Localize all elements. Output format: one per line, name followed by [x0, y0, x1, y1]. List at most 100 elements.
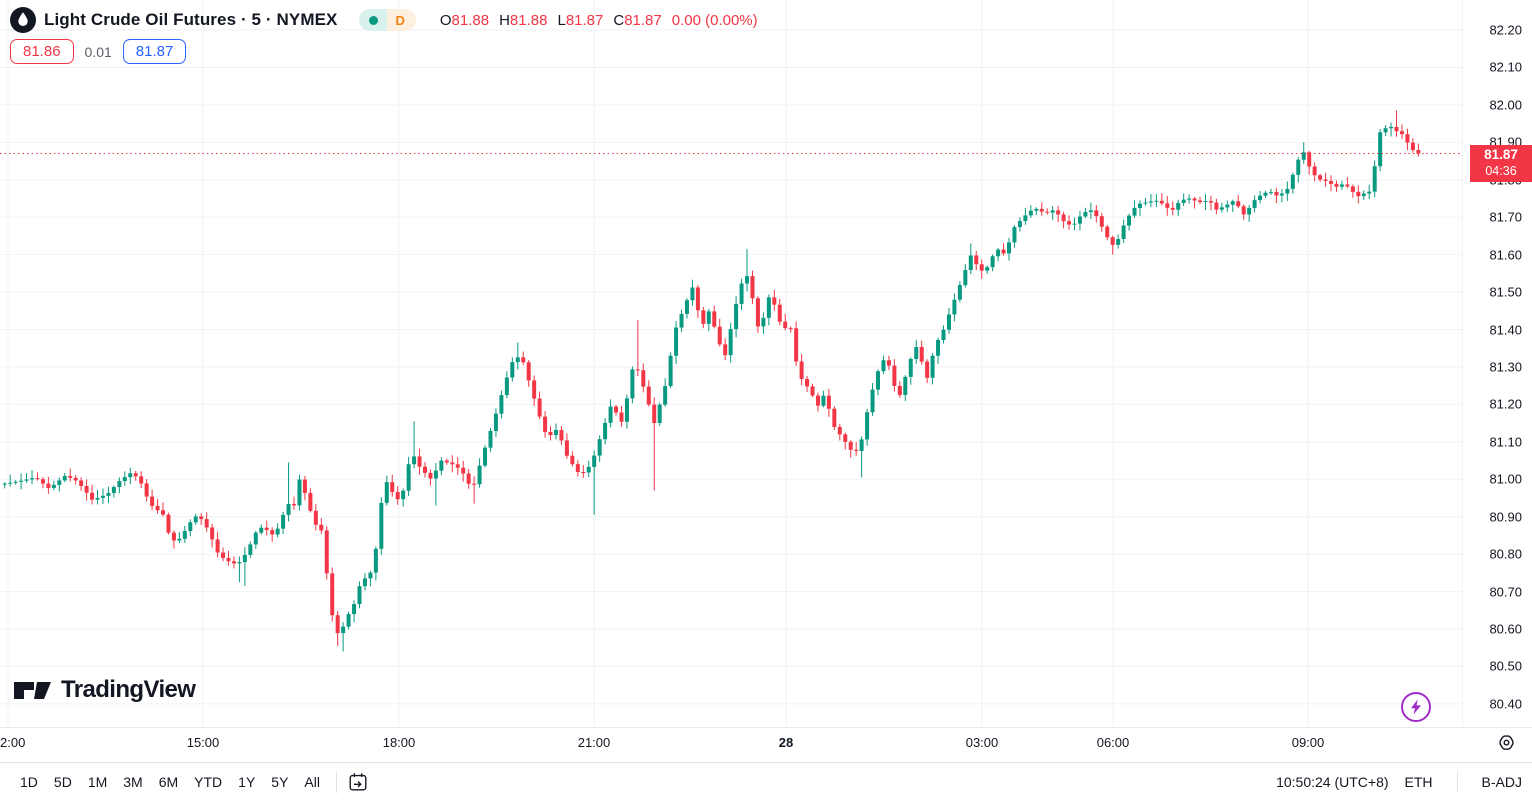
price-axis-label: 80.50	[1489, 658, 1522, 674]
candle	[614, 404, 619, 416]
price-axis-label: 81.70	[1489, 209, 1522, 225]
candle	[1339, 180, 1344, 190]
range-button-6m[interactable]: 6M	[158, 774, 179, 790]
range-button-5d[interactable]: 5D	[53, 774, 72, 790]
buy-price-button[interactable]: 81.87	[122, 39, 187, 64]
sell-price-button[interactable]: 81.86	[10, 39, 74, 64]
quote-row: 81.86 0.01 81.87	[10, 39, 187, 64]
range-button-all[interactable]: All	[304, 774, 320, 790]
go-to-date-button[interactable]	[345, 769, 371, 795]
candle	[79, 477, 84, 491]
candle	[297, 474, 302, 511]
session-toggle[interactable]: ETH	[1404, 774, 1433, 790]
candle	[1329, 175, 1334, 192]
candle	[433, 463, 438, 506]
candle	[1099, 212, 1104, 232]
tradingview-logo-icon	[14, 681, 51, 699]
candle	[335, 610, 340, 646]
candle	[728, 322, 733, 363]
candle	[210, 523, 215, 548]
candle	[1045, 208, 1050, 215]
last-price-value: 81.87	[1484, 147, 1518, 163]
candlestick-chart[interactable]	[0, 0, 1462, 727]
candle	[581, 465, 586, 478]
candle	[193, 513, 198, 525]
clock[interactable]: 10:50:24 (UTC+8)	[1276, 774, 1389, 790]
range-button-1y[interactable]: 1Y	[238, 774, 256, 790]
candle	[161, 502, 166, 517]
flash-boost-button[interactable]	[1401, 692, 1431, 722]
candle	[1345, 177, 1350, 189]
price-axis-label: 80.70	[1489, 584, 1522, 600]
candle	[1416, 143, 1421, 157]
candle	[128, 467, 133, 485]
price-axis[interactable]: 81.87 04:36 82.2082.1082.0081.9081.8081.…	[1462, 0, 1532, 727]
candle	[1372, 160, 1377, 198]
candle	[313, 503, 318, 531]
candle	[35, 472, 40, 481]
candle	[1165, 196, 1170, 216]
interval-badge[interactable]: D	[387, 9, 416, 31]
candle	[1039, 202, 1044, 216]
candle	[957, 281, 962, 303]
candle	[663, 378, 668, 407]
candle	[324, 526, 329, 580]
price-axis-label: 82.20	[1489, 22, 1522, 38]
candle	[439, 457, 444, 476]
candle	[570, 451, 575, 467]
range-button-3m[interactable]: 3M	[123, 774, 143, 790]
candle	[1028, 205, 1033, 218]
candle	[559, 426, 564, 445]
candle	[1279, 188, 1284, 203]
candle	[745, 249, 750, 292]
chart-plot-area[interactable]: Light Crude Oil Futures · 5 · NYMEX D O8…	[0, 0, 1462, 727]
candle	[1198, 196, 1203, 205]
market-status-pill[interactable]: D	[359, 9, 416, 31]
candle	[1088, 202, 1093, 219]
candle	[1394, 110, 1399, 137]
candle	[919, 340, 924, 365]
candle	[772, 290, 777, 311]
range-button-5y[interactable]: 5Y	[271, 774, 289, 790]
time-axis-label: 09:00	[1291, 735, 1325, 750]
candle	[461, 460, 466, 482]
adjustment-toggle[interactable]: B-ADJ	[1481, 774, 1522, 790]
candle	[543, 411, 548, 438]
tradingview-logo[interactable]: TradingView	[14, 676, 196, 704]
candle	[362, 572, 367, 591]
candle	[1405, 128, 1410, 151]
axis-settings-gear-icon[interactable]	[1496, 733, 1517, 754]
candle	[346, 611, 351, 630]
candle	[799, 354, 804, 386]
candle	[815, 392, 820, 412]
price-axis-label: 80.80	[1489, 546, 1522, 562]
bottom-toolbar: 1D 5D 1M 3M 6M YTD 1Y 5Y All 10:50:24 (UTC+8) ET…	[0, 762, 1532, 801]
candle	[1378, 129, 1383, 172]
candle	[690, 279, 695, 306]
range-button-1m[interactable]: 1M	[87, 774, 108, 790]
candle	[2, 482, 7, 489]
candle	[854, 442, 859, 456]
candle	[1132, 200, 1137, 218]
range-button-1d[interactable]: 1D	[20, 774, 38, 790]
candle	[1236, 195, 1241, 209]
symbol-title[interactable]: Light Crude Oil Futures · 5 · NYMEX	[44, 10, 338, 29]
candle	[1307, 150, 1312, 175]
candle	[221, 547, 226, 562]
candle	[231, 556, 236, 569]
time-axis-label: 03:00	[965, 735, 999, 750]
candle	[1350, 184, 1355, 198]
candle	[1192, 196, 1197, 209]
time-axis[interactable]: 2:00 15:00 18:00 21:00 28 03:00 06:00 09:00	[0, 727, 1532, 762]
candle	[177, 532, 182, 544]
candle	[1007, 237, 1012, 261]
candle	[619, 405, 624, 427]
candle	[1083, 207, 1088, 219]
candle	[270, 527, 275, 542]
range-button-ytd[interactable]: YTD	[194, 774, 223, 790]
candle	[876, 369, 881, 396]
candle	[242, 547, 247, 586]
candle	[111, 485, 116, 498]
candle	[46, 476, 51, 494]
